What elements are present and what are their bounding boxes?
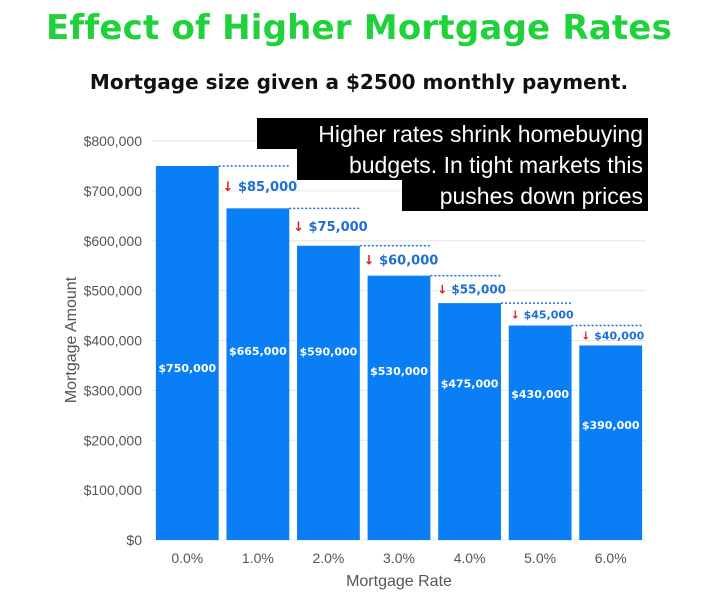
callout-line-3-bg bbox=[402, 180, 648, 211]
bar bbox=[579, 345, 643, 540]
bar bbox=[297, 245, 360, 541]
difference-label: ↓ $85,000 bbox=[223, 180, 298, 195]
callout-line-2-bg bbox=[297, 149, 648, 180]
chart-title: Effect of Higher Mortgage Rates bbox=[45, 8, 673, 48]
x-tick-label: 3.0% bbox=[383, 550, 415, 566]
bar bbox=[438, 303, 501, 540]
difference-label: ↓ $75,000 bbox=[293, 220, 368, 235]
difference-amount: $45,000 bbox=[524, 308, 574, 321]
callout-annotation: Higher rates shrink homebuying budgets. … bbox=[257, 118, 648, 211]
difference-annotations: ↓ $85,000↓ $75,000↓ $60,000↓ $55,000↓ $4… bbox=[218, 165, 645, 343]
difference-amount: $60,000 bbox=[379, 254, 438, 269]
down-arrow-icon: ↓ bbox=[437, 282, 451, 296]
difference-label: ↓ $45,000 bbox=[511, 308, 574, 321]
difference-amount: $55,000 bbox=[451, 282, 506, 296]
bar bbox=[508, 325, 572, 540]
y-tick-label: $0 bbox=[126, 532, 142, 548]
bar-value-label: $430,000 bbox=[511, 388, 569, 401]
bars: $750,000 $665,000 $590,000 $530,000 $475,000… bbox=[155, 165, 643, 541]
down-arrow-icon: ↓ bbox=[364, 254, 379, 269]
bar bbox=[155, 165, 219, 540]
bar-value-label: $750,000 bbox=[158, 362, 216, 375]
difference-label: ↓ $60,000 bbox=[364, 254, 439, 269]
difference-amount: $85,000 bbox=[238, 180, 297, 195]
y-tick-label: $200,000 bbox=[84, 432, 143, 448]
y-tick-label: $100,000 bbox=[84, 482, 143, 498]
down-arrow-icon: ↓ bbox=[511, 308, 524, 321]
callout-line-1-bg bbox=[257, 118, 648, 149]
bar-value-label: $475,000 bbox=[441, 378, 499, 391]
difference-label: ↓ $55,000 bbox=[437, 282, 506, 296]
y-tick-label: $800,000 bbox=[84, 133, 143, 149]
x-tick-label: 4.0% bbox=[454, 550, 486, 566]
difference-amount: $40,000 bbox=[594, 330, 644, 343]
x-tick-label: 2.0% bbox=[312, 550, 344, 566]
x-tick-label: 6.0% bbox=[595, 550, 627, 566]
chart-subtitle: Mortgage size given a $2500 monthly paym… bbox=[89, 70, 629, 94]
bar bbox=[367, 275, 431, 540]
difference-amount: $75,000 bbox=[309, 220, 368, 235]
y-tick-label: $500,000 bbox=[84, 283, 143, 299]
bar-value-label: $390,000 bbox=[582, 419, 640, 432]
y-axis-ticks: $0 $100,000 $200,000 $300,000 $400,000 $500,0… bbox=[84, 133, 143, 548]
x-axis-ticks: 0.0% 1.0% 2.0% 3.0% 4.0% 5.0% 6.0% bbox=[171, 550, 626, 566]
difference-label: ↓ $40,000 bbox=[581, 330, 644, 343]
callout-line-1: Higher rates shrink homebuying bbox=[318, 121, 643, 147]
y-axis-title: Mortgage Amount bbox=[63, 276, 80, 403]
bar-value-label: $530,000 bbox=[370, 365, 428, 378]
x-axis-title: Mortgage Rate bbox=[346, 573, 452, 590]
y-tick-label: $600,000 bbox=[84, 233, 143, 249]
x-tick-label: 5.0% bbox=[524, 550, 556, 566]
x-tick-label: 1.0% bbox=[242, 550, 274, 566]
bar bbox=[226, 208, 290, 541]
bar-value-label: $665,000 bbox=[229, 345, 287, 358]
callout-line-3: pushes down prices bbox=[440, 183, 643, 209]
bar-value-label: $590,000 bbox=[300, 346, 358, 359]
down-arrow-icon: ↓ bbox=[581, 330, 594, 343]
y-tick-label: $300,000 bbox=[84, 382, 143, 398]
y-tick-label: $700,000 bbox=[84, 183, 143, 199]
callout-line-2: budgets. In tight markets this bbox=[349, 152, 643, 178]
down-arrow-icon: ↓ bbox=[293, 220, 308, 235]
y-tick-label: $400,000 bbox=[84, 333, 143, 349]
down-arrow-icon: ↓ bbox=[223, 180, 238, 195]
x-tick-label: 0.0% bbox=[171, 550, 203, 566]
